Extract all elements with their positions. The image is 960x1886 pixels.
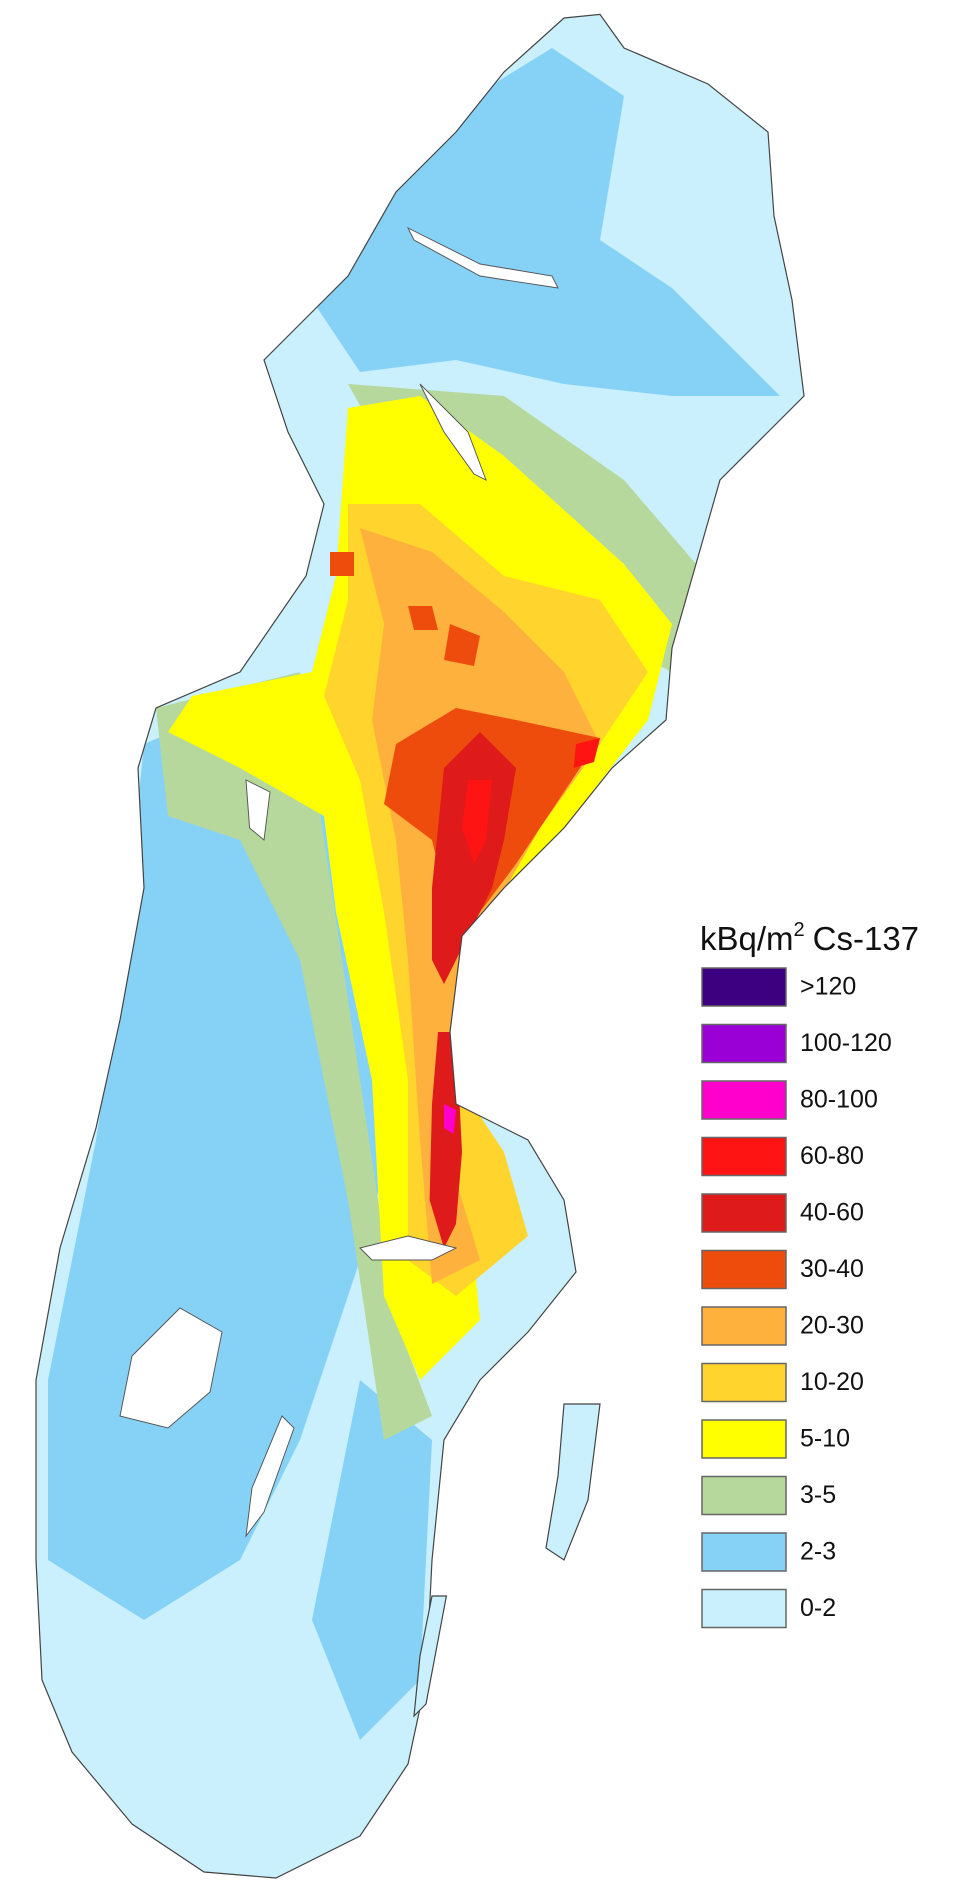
legend-label: 100-120 — [800, 1029, 892, 1057]
legend-swatch — [701, 1419, 787, 1459]
legend-swatch — [701, 1249, 787, 1290]
legend-swatch — [701, 1475, 787, 1516]
legend-swatch — [701, 1080, 787, 1120]
island — [413, 1595, 448, 1718]
legend-label: 5-10 — [800, 1425, 850, 1453]
legend-swatch — [701, 1532, 787, 1572]
legend: kBq/m2 Cs-137 >120 100-120 80-100 60-80 40-60… — [700, 919, 919, 1629]
legend-label: 40-60 — [800, 1199, 864, 1227]
lake — [359, 1235, 458, 1261]
lake — [245, 1415, 295, 1538]
legend-swatch — [701, 1193, 787, 1233]
legend-swatch — [701, 1136, 787, 1177]
legend-swatch — [701, 967, 787, 1007]
legend-label: 80-100 — [800, 1086, 878, 1114]
zone — [48, 48, 781, 1741]
legend-swatch — [701, 1588, 787, 1629]
lake — [245, 779, 271, 841]
legend-title-name: Cs-137 — [813, 920, 919, 957]
legend-label: 2-3 — [800, 1538, 836, 1566]
zone — [444, 1104, 457, 1134]
legend-label: >120 — [800, 973, 856, 1001]
zone — [462, 738, 600, 865]
legend-swatch — [701, 1362, 787, 1403]
legend-label: 0-2 — [800, 1594, 836, 1622]
legend-label: 30-40 — [800, 1255, 864, 1283]
legend-label: 3-5 — [800, 1481, 836, 1509]
legend-swatch — [701, 1306, 787, 1346]
island — [545, 1403, 601, 1561]
lake — [419, 383, 487, 481]
legend-label: 20-30 — [800, 1312, 864, 1340]
legend-title-unit: kBq/m — [700, 920, 794, 957]
legend-swatch — [701, 1023, 787, 1064]
lake — [406, 226, 559, 289]
legend-label: 60-80 — [800, 1142, 864, 1170]
legend-label: 10-20 — [800, 1368, 864, 1396]
lake — [119, 1307, 223, 1429]
legend-title-exponent: 2 — [794, 919, 805, 941]
zone — [330, 552, 600, 937]
legend-title: kBq/m2 Cs-137 — [700, 919, 919, 957]
